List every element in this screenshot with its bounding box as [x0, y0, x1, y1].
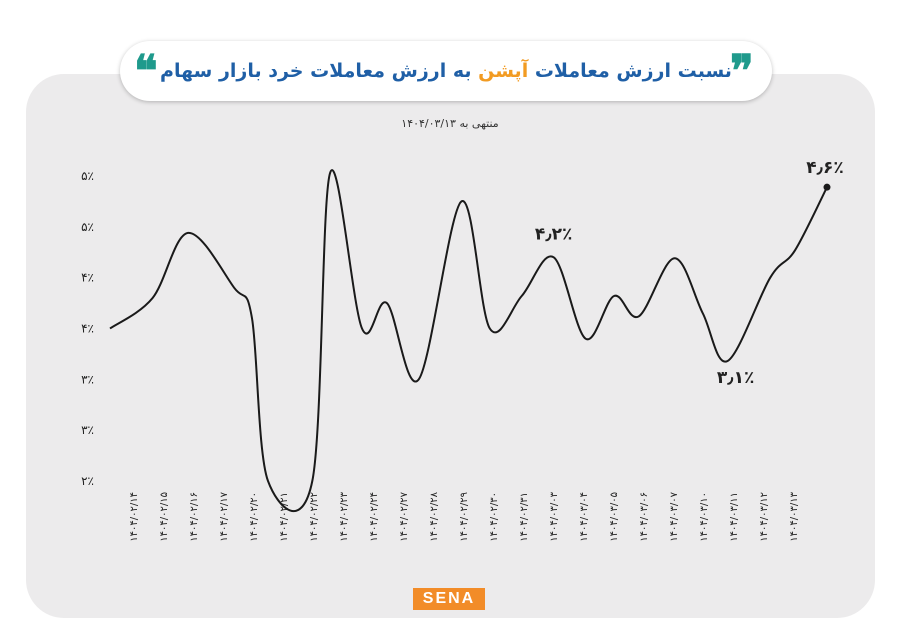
x-axis: ۱۴۰۴/۰۲/۱۴ ۱۴۰۴/۰۲/۱۵ ۱۴۰۴/۰۲/۱۶ ۱۴۰۴/۰۲/۱۷…	[129, 491, 800, 541]
x-tick-label: ۱۴۰۴/۰۲/۲۲	[309, 492, 320, 542]
y-tick-label: ۴٪	[81, 322, 94, 336]
x-tick-label: ۱۴۰۴/۰۳/۱۲	[759, 492, 770, 542]
y-tick-label: ۳٪	[81, 423, 94, 437]
chart-subtitle: منتهی به ۱۴۰۴/۰۳/۱۳	[401, 117, 499, 130]
y-tick-label: ۵٪	[81, 220, 94, 234]
x-tick-label: ۱۴۰۴/۰۳/۱۰	[699, 492, 710, 542]
x-tick-label: ۱۴۰۴/۰۲/۲۳	[339, 491, 350, 541]
x-tick-label: ۱۴۰۴/۰۲/۱۷	[219, 491, 230, 541]
end-point-marker	[823, 183, 831, 191]
title-bar: نسبت ارزش معاملات آپشن به ارزش معاملات خ…	[120, 41, 772, 101]
x-tick-label: ۱۴۰۴/۰۲/۱۵	[159, 492, 170, 542]
data-labels: ۴٫۲٪ ۳٫۱٪ ۴٫۶٪	[535, 158, 844, 388]
x-tick-label: ۱۴۰۴/۰۲/۲۰	[249, 492, 260, 542]
series-line	[109, 169, 828, 512]
title-part-1: نسبت ارزش معاملات	[534, 60, 732, 82]
data-label: ۴٫۲٪	[535, 224, 573, 244]
x-tick-label: ۱۴۰۴/۰۳/۰۶	[639, 492, 650, 542]
sena-logo: SENA	[413, 588, 485, 610]
title-part-2: آپشن	[478, 60, 529, 82]
quote-open-icon: ❝	[134, 46, 158, 97]
x-tick-label: ۱۴۰۴/۰۲/۳۱	[519, 492, 530, 542]
y-tick-label: ۲٪	[81, 474, 94, 488]
y-tick-label: ۳٪	[81, 372, 94, 386]
x-tick-label: ۱۴۰۴/۰۲/۱۶	[189, 492, 200, 542]
y-axis: ۲٪ ۳٪ ۳٪ ۴٪ ۴٪ ۵٪ ۵٪	[81, 169, 94, 488]
data-label: ۳٫۱٪	[717, 368, 755, 388]
chart-panel	[26, 74, 875, 618]
x-tick-label: ۱۴۰۴/۰۳/۱۳	[789, 491, 800, 541]
x-tick-label: ۱۴۰۴/۰۲/۲۱	[279, 492, 290, 542]
x-tick-label: ۱۴۰۴/۰۲/۲۴	[369, 492, 380, 542]
data-label: ۴٫۶٪	[806, 158, 844, 178]
x-tick-label: ۱۴۰۴/۰۳/۰۷	[669, 491, 680, 541]
x-tick-label: ۱۴۰۴/۰۳/۱۱	[729, 492, 740, 542]
title-part-3: به ارزش معاملات خرد بازار سهام	[160, 60, 472, 82]
x-tick-label: ۱۴۰۴/۰۲/۱۴	[129, 492, 140, 542]
y-tick-label: ۵٪	[81, 169, 94, 183]
x-tick-label: ۱۴۰۴/۰۳/۰۳	[549, 491, 560, 541]
chart-title: نسبت ارزش معاملات آپشن به ارزش معاملات خ…	[120, 41, 772, 101]
x-tick-label: ۱۴۰۴/۰۲/۳۰	[489, 492, 500, 542]
x-tick-label: ۱۴۰۴/۰۳/۰۵	[609, 492, 620, 542]
x-tick-label: ۱۴۰۴/۰۲/۲۹	[459, 492, 470, 542]
quote-close-icon: ❞	[730, 46, 754, 97]
y-tick-label: ۴٪	[81, 271, 94, 285]
x-tick-label: ۱۴۰۴/۰۲/۲۸	[429, 491, 440, 541]
x-tick-label: ۱۴۰۴/۰۳/۰۴	[579, 492, 590, 542]
x-tick-label: ۱۴۰۴/۰۲/۲۷	[399, 491, 410, 541]
